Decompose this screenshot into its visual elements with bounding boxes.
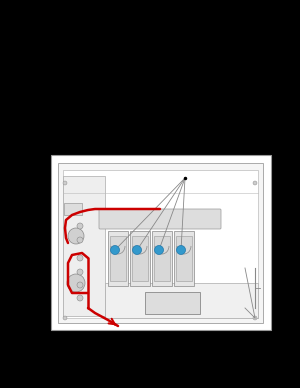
Bar: [63, 170, 258, 318]
Circle shape: [253, 181, 257, 185]
Bar: [58, 163, 263, 323]
Circle shape: [253, 316, 257, 320]
Circle shape: [63, 181, 67, 185]
Circle shape: [77, 223, 83, 229]
FancyBboxPatch shape: [99, 209, 221, 229]
Circle shape: [133, 246, 142, 255]
Bar: [132, 236, 148, 281]
Circle shape: [77, 282, 83, 288]
Circle shape: [77, 255, 83, 261]
Bar: [154, 236, 170, 281]
Bar: [152, 231, 172, 286]
Bar: [51, 155, 271, 330]
Bar: [105, 283, 258, 318]
Bar: [130, 231, 150, 286]
Circle shape: [110, 246, 119, 255]
Bar: [174, 231, 194, 286]
Circle shape: [67, 274, 85, 292]
Circle shape: [77, 237, 83, 243]
Bar: [145, 292, 200, 314]
Bar: [64, 203, 82, 215]
Circle shape: [154, 246, 164, 255]
Circle shape: [77, 269, 83, 275]
Circle shape: [77, 295, 83, 301]
Bar: [176, 236, 192, 281]
Bar: [63, 176, 105, 316]
Circle shape: [63, 316, 67, 320]
Bar: [108, 231, 128, 286]
Circle shape: [68, 228, 84, 244]
Circle shape: [176, 246, 185, 255]
Bar: [110, 236, 126, 281]
